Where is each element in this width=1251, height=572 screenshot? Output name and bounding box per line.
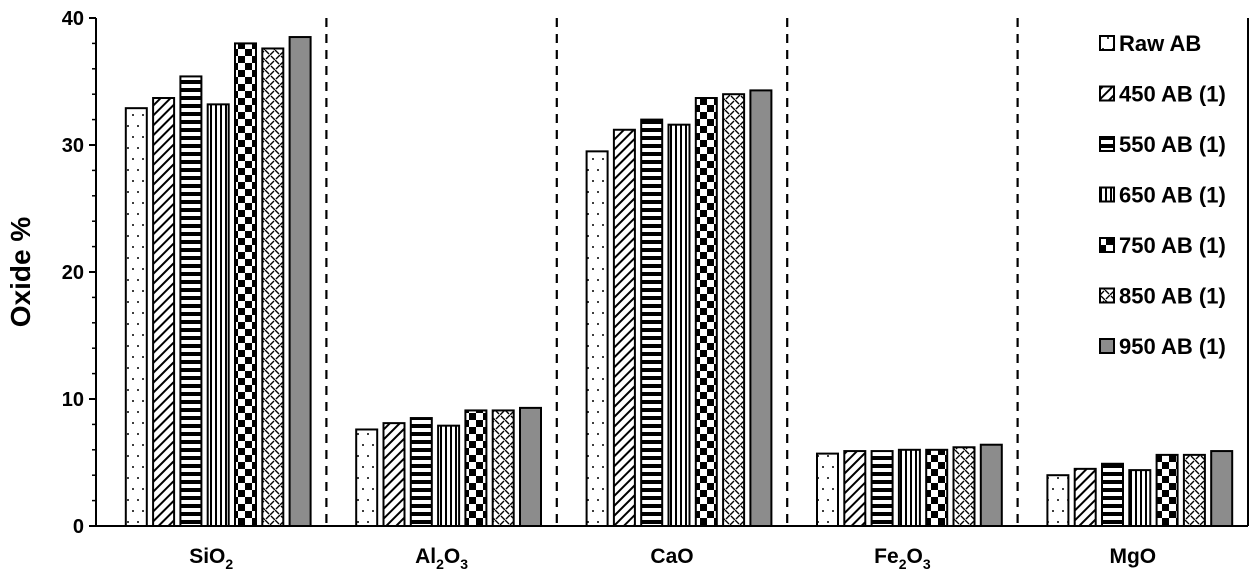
bar-750-ab-1-0 [234,42,257,528]
bar-750-ab-1-2 [694,97,718,527]
bar-450-ab-1-2 [612,128,636,527]
x-category-label: SiO2 [189,545,233,572]
bar-950-ab-1-2 [749,89,773,527]
bar-550-ab-1-2 [640,118,664,527]
legend-swatch [1099,85,1115,102]
legend-swatch [1099,186,1115,203]
bar-950-ab-1-3 [979,443,1003,527]
y-tick-label: 30 [62,135,84,157]
y-tick-label: 40 [62,8,84,30]
x-category-label: Fe2O3 [874,545,931,572]
bar-450-ab-1-0 [152,97,176,527]
bar-650-ab-1-1 [437,424,461,528]
x-category-label: MgO [1109,545,1156,568]
legend-label: 450 AB (1) [1119,82,1226,107]
x-category-label: Al2O3 [415,545,468,572]
bar-950-ab-1-4 [1210,450,1234,528]
legend-swatch [1099,287,1115,304]
bar-550-ab-1-3 [870,450,894,528]
y-tick-label: 10 [62,389,84,411]
bar-450-ab-1-3 [843,450,867,528]
bar-950-ab-1-1 [519,406,542,528]
bar-850-ab-1-3 [952,446,976,528]
y-tick-label: 0 [73,516,84,538]
legend-label: 950 AB (1) [1119,334,1226,359]
legend-label: 750 AB (1) [1119,233,1226,258]
bar-650-ab-1-4 [1128,469,1152,527]
bar-950-ab-1-0 [288,36,312,528]
bar-550-ab-1-1 [409,417,433,527]
legend-swatch [1099,136,1115,152]
bar-650-ab-1-0 [206,103,230,528]
bar-650-ab-1-2 [667,123,691,528]
y-axis-label: Oxide % [5,217,36,328]
bar-750-ab-1-3 [925,448,949,527]
legend-label: Raw AB [1119,31,1201,56]
bar-raw-ab-2 [585,150,609,527]
bar-650-ab-1-3 [897,448,921,527]
bar-850-ab-1-1 [491,409,515,527]
bar-raw-ab-3 [816,452,839,527]
bar-450-ab-1-1 [382,422,406,528]
bar-450-ab-1-4 [1073,467,1097,528]
legend-label: 650 AB (1) [1119,183,1226,208]
bar-750-ab-1-1 [464,409,488,527]
bar-550-ab-1-0 [179,75,203,527]
bar-raw-ab-0 [124,107,148,527]
y-tick-label: 20 [62,262,84,284]
legend-swatch [1099,35,1115,51]
legend-swatch [1099,338,1115,354]
bar-850-ab-1-0 [261,47,285,527]
bar-850-ab-1-2 [722,93,746,527]
legend-label: 550 AB (1) [1119,132,1226,157]
x-category-label: CaO [650,545,693,568]
legend-swatch [1099,237,1115,253]
legend-label: 850 AB (1) [1119,284,1226,309]
bar-850-ab-1-4 [1182,453,1206,528]
bar-750-ab-1-4 [1155,453,1179,528]
bar-raw-ab-1 [355,428,379,528]
bar-550-ab-1-4 [1101,462,1124,527]
bar-raw-ab-4 [1046,474,1070,528]
